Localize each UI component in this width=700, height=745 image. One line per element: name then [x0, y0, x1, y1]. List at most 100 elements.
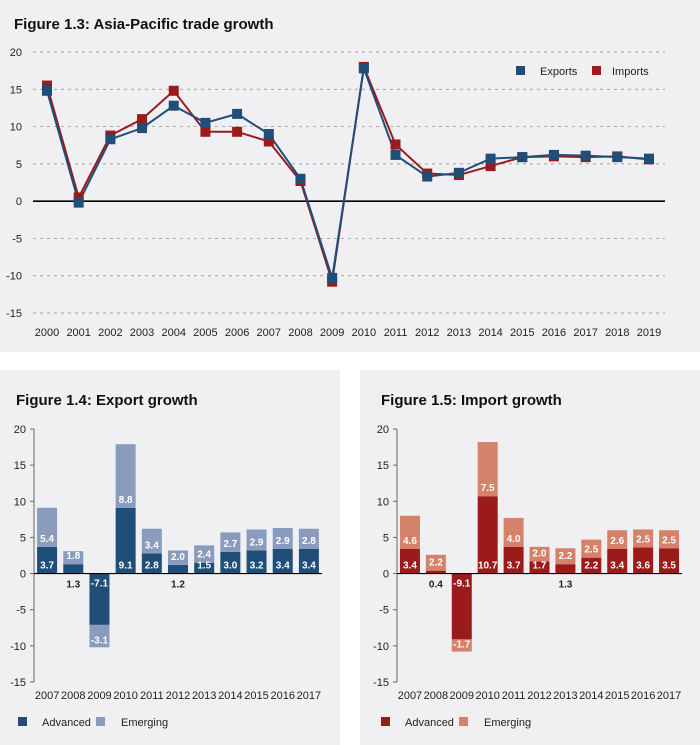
x-tick-label: 2001	[66, 327, 90, 339]
data-label-advanced: 3.4	[302, 561, 316, 572]
legend-label-emerging: Emerging	[484, 717, 531, 729]
figure-1-5-panel: Figure 1.5: Import growth 20 15 10 5 0 -5 -10-…	[360, 370, 700, 745]
data-point-imports	[263, 136, 274, 147]
data-point-exports	[73, 197, 84, 208]
x-tick-label: 2000	[35, 327, 59, 339]
bar-emerging	[37, 507, 58, 547]
x-tick-label: 2005	[193, 327, 217, 339]
x-tick-label: 2007	[257, 327, 281, 339]
bar-advanced	[63, 564, 84, 574]
data-label-emerging: 2.4	[197, 550, 211, 561]
legend-swatch-emerging	[96, 717, 105, 726]
legend-label-exports: Exports	[540, 66, 578, 78]
bar-advanced	[451, 573, 472, 640]
bar-emerging	[89, 624, 110, 648]
data-point-imports	[390, 139, 401, 150]
data-label-emerging: 1.8	[66, 551, 80, 562]
x-tick-label: 2003	[130, 327, 154, 339]
bar-advanced	[633, 547, 654, 574]
data-label-advanced: 1.2	[171, 580, 185, 591]
data-label-advanced: 2.2	[584, 561, 598, 572]
bar-advanced	[246, 550, 267, 574]
bar-emerging	[220, 532, 241, 552]
data-label-emerging: -1.7	[453, 640, 471, 651]
data-point-imports	[42, 80, 52, 91]
data-label-advanced: -7.1	[91, 579, 109, 590]
legend-label-advanced: Advanced	[405, 717, 454, 729]
x-tick-label: 2015	[510, 327, 534, 339]
x-tick-label: 2015	[605, 690, 629, 702]
bar-emerging	[272, 528, 293, 549]
figure-1-5-title: Figure 1.5: Import growth	[381, 392, 562, 409]
x-tick-label: 2017	[297, 690, 321, 702]
data-point-imports	[137, 114, 148, 125]
y-tick-label: 15	[10, 84, 22, 96]
data-label-advanced: 3.4	[403, 561, 417, 572]
y-tick-label: -15	[10, 677, 26, 689]
data-label-emerging: 3.4	[145, 540, 159, 551]
bar-advanced	[659, 548, 680, 574]
data-label-emerging: 2.8	[302, 536, 316, 547]
x-tick-label: 2009	[450, 690, 474, 702]
data-point-exports	[548, 149, 559, 160]
data-point-imports	[232, 126, 243, 137]
data-label-emerging: 2.5	[662, 535, 676, 546]
series-line-exports	[46, 68, 650, 279]
data-label-advanced: 0.4	[429, 580, 443, 591]
x-tick-label: 2010	[352, 327, 376, 339]
x-tick-label: 2019	[637, 327, 661, 339]
x-tick-label: 2013	[447, 327, 471, 339]
x-tick-label: 2016	[270, 690, 294, 702]
data-label-emerging: 2.2	[429, 558, 443, 569]
x-tick-label: 2010	[475, 690, 499, 702]
x-tick-label: 2011	[502, 690, 526, 702]
y-tick-label: 10	[14, 496, 26, 508]
bar-advanced	[272, 548, 293, 574]
x-tick-label: 2012	[166, 690, 190, 702]
legend-swatch-emerging	[459, 717, 468, 726]
data-point-exports	[263, 129, 274, 140]
data-point-exports	[42, 85, 52, 96]
y-tick-label: 10	[377, 496, 389, 508]
data-point-exports	[485, 153, 496, 164]
data-label-emerging: 8.8	[119, 495, 133, 506]
x-tick-label: 2014	[579, 690, 603, 702]
x-tick-label: 2008	[424, 690, 448, 702]
y-tick-label: 0	[383, 569, 389, 581]
data-label-emerging: 2.2	[558, 551, 572, 562]
data-label-emerging: 2.9	[276, 536, 290, 547]
bar-emerging	[246, 529, 267, 551]
bar-emerging	[555, 548, 576, 565]
data-label-advanced: 3.4	[276, 561, 290, 572]
y-tick-label: -15	[373, 677, 389, 689]
x-tick-label: 2007	[35, 690, 59, 702]
x-tick-label: 2007	[398, 690, 422, 702]
legend-label-advanced: Advanced	[42, 717, 91, 729]
data-label-advanced: -9.1	[453, 579, 471, 590]
figure-1-3-panel: Figure 1.3: Asia-Pacific trade growth 20…	[0, 0, 700, 352]
x-tick-label: 2011	[384, 327, 408, 339]
data-label-advanced: 1.3	[558, 580, 572, 591]
y-tick-label: 20	[14, 424, 26, 436]
y-tick-label: -5	[379, 605, 389, 617]
x-tick-label: 2014	[478, 327, 502, 339]
import-growth-bar-chart: 20151050-5-10-153.44.620070.42.22008-9.1…	[373, 424, 682, 729]
data-point-exports	[137, 123, 148, 134]
figure-1-4-title: Figure 1.4: Export growth	[16, 392, 198, 409]
x-tick-label: 2012	[527, 690, 551, 702]
data-label-advanced: 2.8	[145, 561, 159, 572]
legend-swatch-imports	[592, 66, 601, 75]
data-label-emerging: 2.6	[610, 536, 624, 547]
bar-emerging	[503, 517, 524, 547]
y-tick-label: 5	[20, 532, 26, 544]
data-label-emerging: 2.5	[636, 535, 650, 546]
x-tick-label: 2006	[225, 327, 249, 339]
bar-emerging	[425, 554, 446, 571]
export-growth-bar-chart: 20151050-5-10-153.75.420071.31.82008-7.1…	[10, 424, 322, 729]
bar-emerging	[399, 515, 420, 549]
data-point-exports	[105, 134, 116, 145]
data-label-emerging: -3.1	[91, 635, 109, 646]
data-label-advanced: 3.7	[507, 561, 521, 572]
data-point-imports	[485, 161, 496, 172]
data-point-exports	[580, 150, 591, 161]
